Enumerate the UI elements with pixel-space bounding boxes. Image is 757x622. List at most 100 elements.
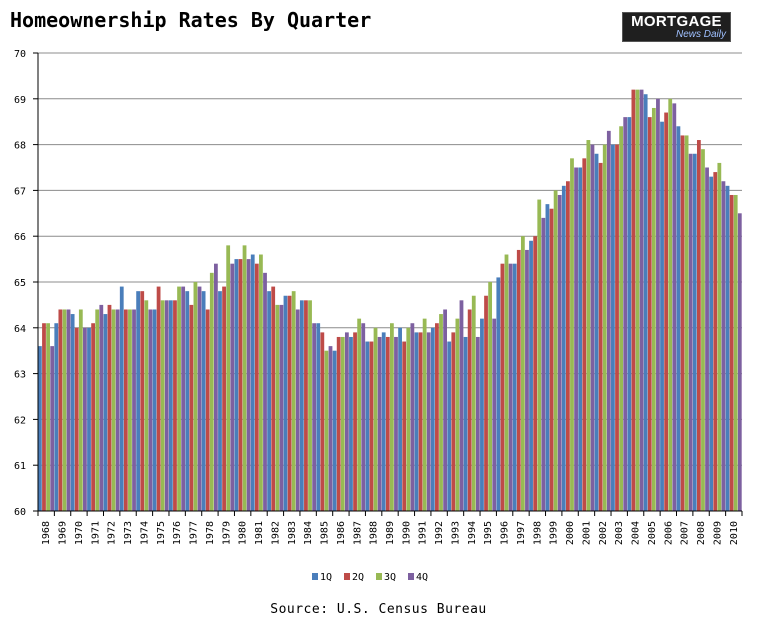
bar-4q-1980 xyxy=(246,259,251,511)
bar-2q-1985 xyxy=(320,332,325,511)
x-tick-label: 1970 xyxy=(74,521,85,545)
bar-4q-2003 xyxy=(623,117,628,512)
x-tick-label: 1974 xyxy=(139,521,150,545)
bar-4q-2000 xyxy=(574,167,578,511)
bar-4q-1983 xyxy=(295,309,300,511)
bar-4q-2008 xyxy=(705,167,709,511)
bar-1q-2005 xyxy=(643,94,648,511)
bar-1q-1997 xyxy=(512,263,517,511)
bar-3q-1998 xyxy=(537,199,542,511)
bar-2q-1977 xyxy=(189,304,194,511)
bar-1q-1998 xyxy=(529,240,533,511)
legend-swatch-2q xyxy=(344,573,350,580)
bar-4q-2006 xyxy=(672,103,677,511)
bar-4q-2001 xyxy=(590,144,595,511)
bar-2q-1983 xyxy=(287,295,292,511)
x-tick-label: 2009 xyxy=(712,521,723,545)
bar-1q-2001 xyxy=(578,167,583,511)
y-tick-label: 69 xyxy=(14,95,26,106)
bar-3q-1977 xyxy=(193,282,198,511)
bar-4q-1974 xyxy=(148,309,153,511)
bar-4q-1987 xyxy=(361,323,366,511)
bar-3q-1980 xyxy=(242,245,247,512)
x-tick-label: 1982 xyxy=(270,521,281,545)
bar-2q-1991 xyxy=(418,332,423,511)
x-tick-label: 1980 xyxy=(238,521,249,545)
bar-3q-1970 xyxy=(78,309,83,511)
x-tick-label: 1984 xyxy=(303,521,314,545)
bar-3q-1984 xyxy=(308,300,312,511)
bar-2q-1984 xyxy=(304,300,308,511)
bar-3q-1985 xyxy=(324,350,329,511)
bar-2q-1998 xyxy=(533,236,538,511)
bar-2q-2008 xyxy=(696,140,701,511)
bar-2q-1989 xyxy=(385,336,390,511)
bars xyxy=(38,89,742,512)
bar-4q-1988 xyxy=(377,336,382,511)
bar-4q-2010 xyxy=(737,213,742,512)
bar-2q-1974 xyxy=(140,291,145,511)
x-tick-label: 2004 xyxy=(631,521,642,545)
tick-labels: 60 61 62 63 64 65 66 67 68 69 70 1968 1969 1970 1971 19… xyxy=(14,49,740,545)
bar-1q-1996 xyxy=(496,277,501,511)
bar-1q-1971 xyxy=(87,327,91,511)
bar-4q-1981 xyxy=(263,272,267,511)
y-tick-label: 63 xyxy=(14,370,26,381)
bar-4q-1972 xyxy=(115,309,120,511)
bar-2q-2009 xyxy=(713,172,718,511)
x-tick-label: 1991 xyxy=(418,521,429,545)
bar-1q-1973 xyxy=(119,286,124,511)
bar-2q-1982 xyxy=(271,286,276,511)
bar-4q-1977 xyxy=(197,286,202,511)
logo-line-1: MORTGAGE xyxy=(631,13,722,30)
bar-2q-1970 xyxy=(74,327,79,511)
bar-4q-1969 xyxy=(66,309,71,511)
bar-4q-2002 xyxy=(606,130,611,512)
bar-1q-1972 xyxy=(103,314,108,511)
bar-4q-1997 xyxy=(525,249,529,511)
bar-chart: 60 61 62 63 64 65 66 67 68 69 70 1968 1969 1970 1971 19… xyxy=(14,49,743,583)
bar-3q-1974 xyxy=(144,300,149,511)
bar-1q-1994 xyxy=(463,336,468,511)
bar-1q-1980 xyxy=(234,259,239,511)
y-tick-label: 60 xyxy=(14,507,26,518)
y-tick-label: 66 xyxy=(14,232,26,243)
bar-4q-1975 xyxy=(164,300,169,511)
legend-swatch-4q xyxy=(408,573,414,580)
bar-3q-1992 xyxy=(439,314,443,511)
y-tick-label: 68 xyxy=(14,141,26,152)
bar-4q-1970 xyxy=(83,327,87,511)
bar-1q-2003 xyxy=(611,144,615,511)
bar-1q-2008 xyxy=(692,153,697,511)
x-tick-label: 1989 xyxy=(385,521,396,545)
bar-1q-2009 xyxy=(709,176,714,511)
bar-2q-2000 xyxy=(566,181,570,512)
bar-3q-1979 xyxy=(226,245,231,512)
bar-3q-2008 xyxy=(701,149,705,511)
x-tick-label: 1978 xyxy=(205,521,216,545)
bar-4q-2007 xyxy=(688,153,693,511)
bar-2q-1987 xyxy=(353,332,357,511)
bar-3q-1971 xyxy=(95,309,100,511)
bar-1q-1975 xyxy=(152,309,157,511)
x-tick-label: 1988 xyxy=(369,521,380,545)
bar-2q-2004 xyxy=(631,89,636,511)
bar-2q-1976 xyxy=(173,300,177,511)
bar-1q-1983 xyxy=(283,295,288,511)
bar-3q-1996 xyxy=(504,254,509,511)
bar-4q-1995 xyxy=(492,318,497,511)
x-tick-label: 2000 xyxy=(565,521,576,545)
bar-3q-1976 xyxy=(177,286,181,511)
bar-2q-1986 xyxy=(336,336,341,511)
bar-4q-1971 xyxy=(99,304,104,511)
x-tick-label: 1987 xyxy=(352,521,363,545)
x-tick-label: 2008 xyxy=(696,521,707,545)
bar-3q-1981 xyxy=(259,254,263,511)
x-tick-label: 1968 xyxy=(41,521,52,545)
bar-2q-2007 xyxy=(680,135,685,511)
x-tick-label: 1971 xyxy=(90,521,101,545)
bar-2q-2001 xyxy=(582,158,587,511)
bar-2q-1972 xyxy=(107,304,112,511)
bar-2q-1997 xyxy=(516,249,521,511)
x-tick-label: 1998 xyxy=(532,521,543,545)
